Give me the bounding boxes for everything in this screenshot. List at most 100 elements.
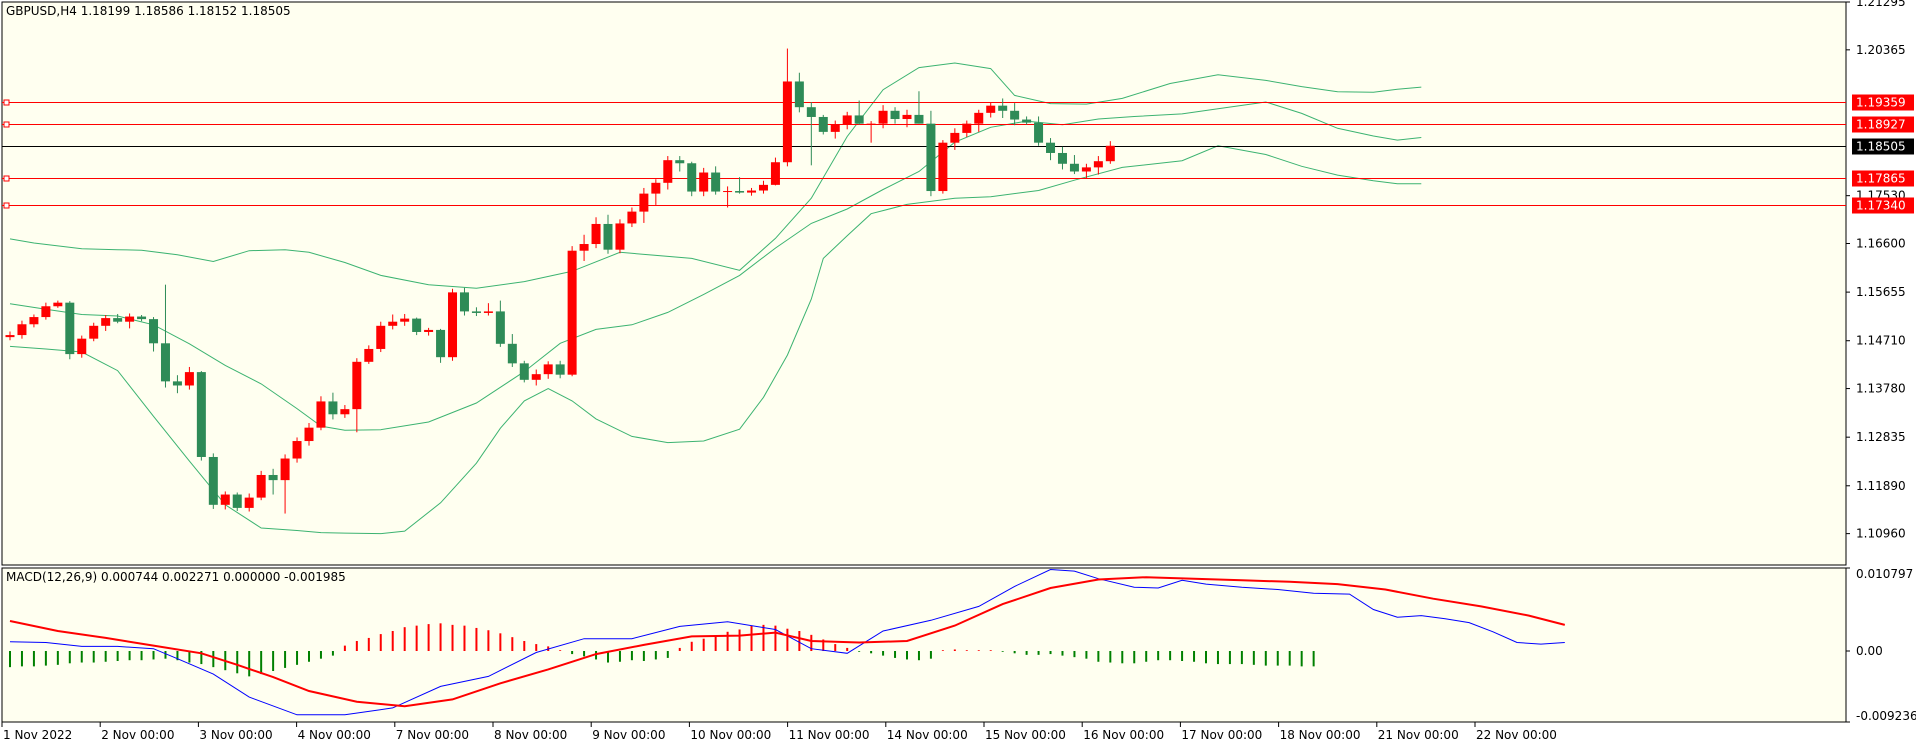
candle[interactable] xyxy=(184,366,194,390)
candle[interactable] xyxy=(938,140,948,194)
candle[interactable] xyxy=(770,157,780,186)
candle[interactable] xyxy=(41,302,51,320)
candle[interactable] xyxy=(280,454,290,514)
candle[interactable] xyxy=(424,327,434,336)
candle[interactable] xyxy=(244,493,254,512)
candle[interactable] xyxy=(17,320,27,339)
candle[interactable] xyxy=(567,246,577,377)
candle[interactable] xyxy=(256,470,266,501)
candle[interactable] xyxy=(1034,116,1044,146)
candle[interactable] xyxy=(639,187,649,223)
candle[interactable] xyxy=(1105,141,1115,164)
candle[interactable] xyxy=(436,328,446,363)
candle[interactable] xyxy=(830,120,840,139)
candle[interactable] xyxy=(316,396,326,431)
candle[interactable] xyxy=(1046,138,1056,161)
candle[interactable] xyxy=(962,120,972,138)
candle[interactable] xyxy=(579,234,589,261)
candle[interactable] xyxy=(854,100,864,125)
candle[interactable] xyxy=(495,300,505,347)
candle[interactable] xyxy=(388,314,398,330)
candle[interactable] xyxy=(794,72,804,113)
candle[interactable] xyxy=(364,345,374,364)
candle[interactable] xyxy=(400,313,410,326)
candle[interactable] xyxy=(232,492,242,511)
candle[interactable] xyxy=(842,111,852,130)
candle[interactable] xyxy=(1057,146,1067,170)
candle[interactable] xyxy=(543,361,553,379)
macd-panel[interactable] xyxy=(1,567,1847,723)
candle[interactable] xyxy=(196,371,206,461)
candle[interactable] xyxy=(125,313,135,329)
candle[interactable] xyxy=(902,109,912,128)
candle[interactable] xyxy=(711,166,721,195)
candle[interactable] xyxy=(651,179,661,205)
candle[interactable] xyxy=(101,315,111,331)
line-handle[interactable] xyxy=(3,202,10,209)
candle[interactable] xyxy=(1069,155,1079,175)
candle[interactable] xyxy=(818,114,828,135)
candle[interactable] xyxy=(627,207,637,228)
candle[interactable] xyxy=(675,156,685,172)
candle[interactable] xyxy=(137,315,147,322)
candle[interactable] xyxy=(735,177,745,194)
candle[interactable] xyxy=(723,186,733,208)
candle[interactable] xyxy=(926,110,936,197)
candle[interactable] xyxy=(328,392,338,420)
candle[interactable] xyxy=(89,322,99,342)
candle[interactable] xyxy=(1093,156,1103,175)
candle[interactable] xyxy=(448,288,458,361)
candle[interactable] xyxy=(340,405,350,418)
candle[interactable] xyxy=(555,360,565,379)
candle[interactable] xyxy=(615,219,625,254)
candle[interactable] xyxy=(77,335,87,358)
candle[interactable] xyxy=(914,91,924,124)
candle[interactable] xyxy=(974,109,984,132)
candle[interactable] xyxy=(519,360,529,383)
candle[interactable] xyxy=(208,453,218,509)
candle[interactable] xyxy=(878,105,888,129)
candle[interactable] xyxy=(220,491,230,510)
line-handle[interactable] xyxy=(3,99,10,106)
candle[interactable] xyxy=(172,375,182,394)
candle[interactable] xyxy=(782,48,792,167)
candle[interactable] xyxy=(304,423,314,446)
candle[interactable] xyxy=(113,313,123,324)
candle[interactable] xyxy=(1022,116,1032,125)
line-handle[interactable] xyxy=(3,175,10,182)
candle[interactable] xyxy=(53,300,63,308)
line-handle[interactable] xyxy=(3,121,10,128)
candle[interactable] xyxy=(1010,103,1020,126)
candle[interactable] xyxy=(292,437,302,463)
candle[interactable] xyxy=(1081,163,1091,179)
candle[interactable] xyxy=(65,301,75,360)
candle[interactable] xyxy=(268,468,278,495)
candle[interactable] xyxy=(890,107,900,124)
candle[interactable] xyxy=(531,369,541,386)
candle[interactable] xyxy=(806,102,816,166)
candle[interactable] xyxy=(986,102,996,118)
candle[interactable] xyxy=(687,161,697,197)
candle[interactable] xyxy=(29,314,39,328)
candle[interactable] xyxy=(352,358,362,433)
candle[interactable] xyxy=(603,214,613,254)
candle[interactable] xyxy=(483,303,493,316)
candle[interactable] xyxy=(998,98,1008,118)
candle[interactable] xyxy=(471,307,481,317)
price-panel[interactable] xyxy=(1,1,1847,566)
candle[interactable] xyxy=(699,167,709,197)
candle[interactable] xyxy=(507,334,517,367)
candle[interactable] xyxy=(866,121,876,143)
candle[interactable] xyxy=(663,156,673,190)
candle[interactable] xyxy=(747,187,757,196)
candle[interactable] xyxy=(459,287,469,316)
candle[interactable] xyxy=(376,321,386,353)
candle[interactable] xyxy=(149,317,159,352)
candle[interactable] xyxy=(412,317,422,336)
candle[interactable] xyxy=(160,284,170,388)
candle[interactable] xyxy=(950,128,960,150)
candle[interactable] xyxy=(5,331,15,341)
candle[interactable] xyxy=(591,217,601,249)
